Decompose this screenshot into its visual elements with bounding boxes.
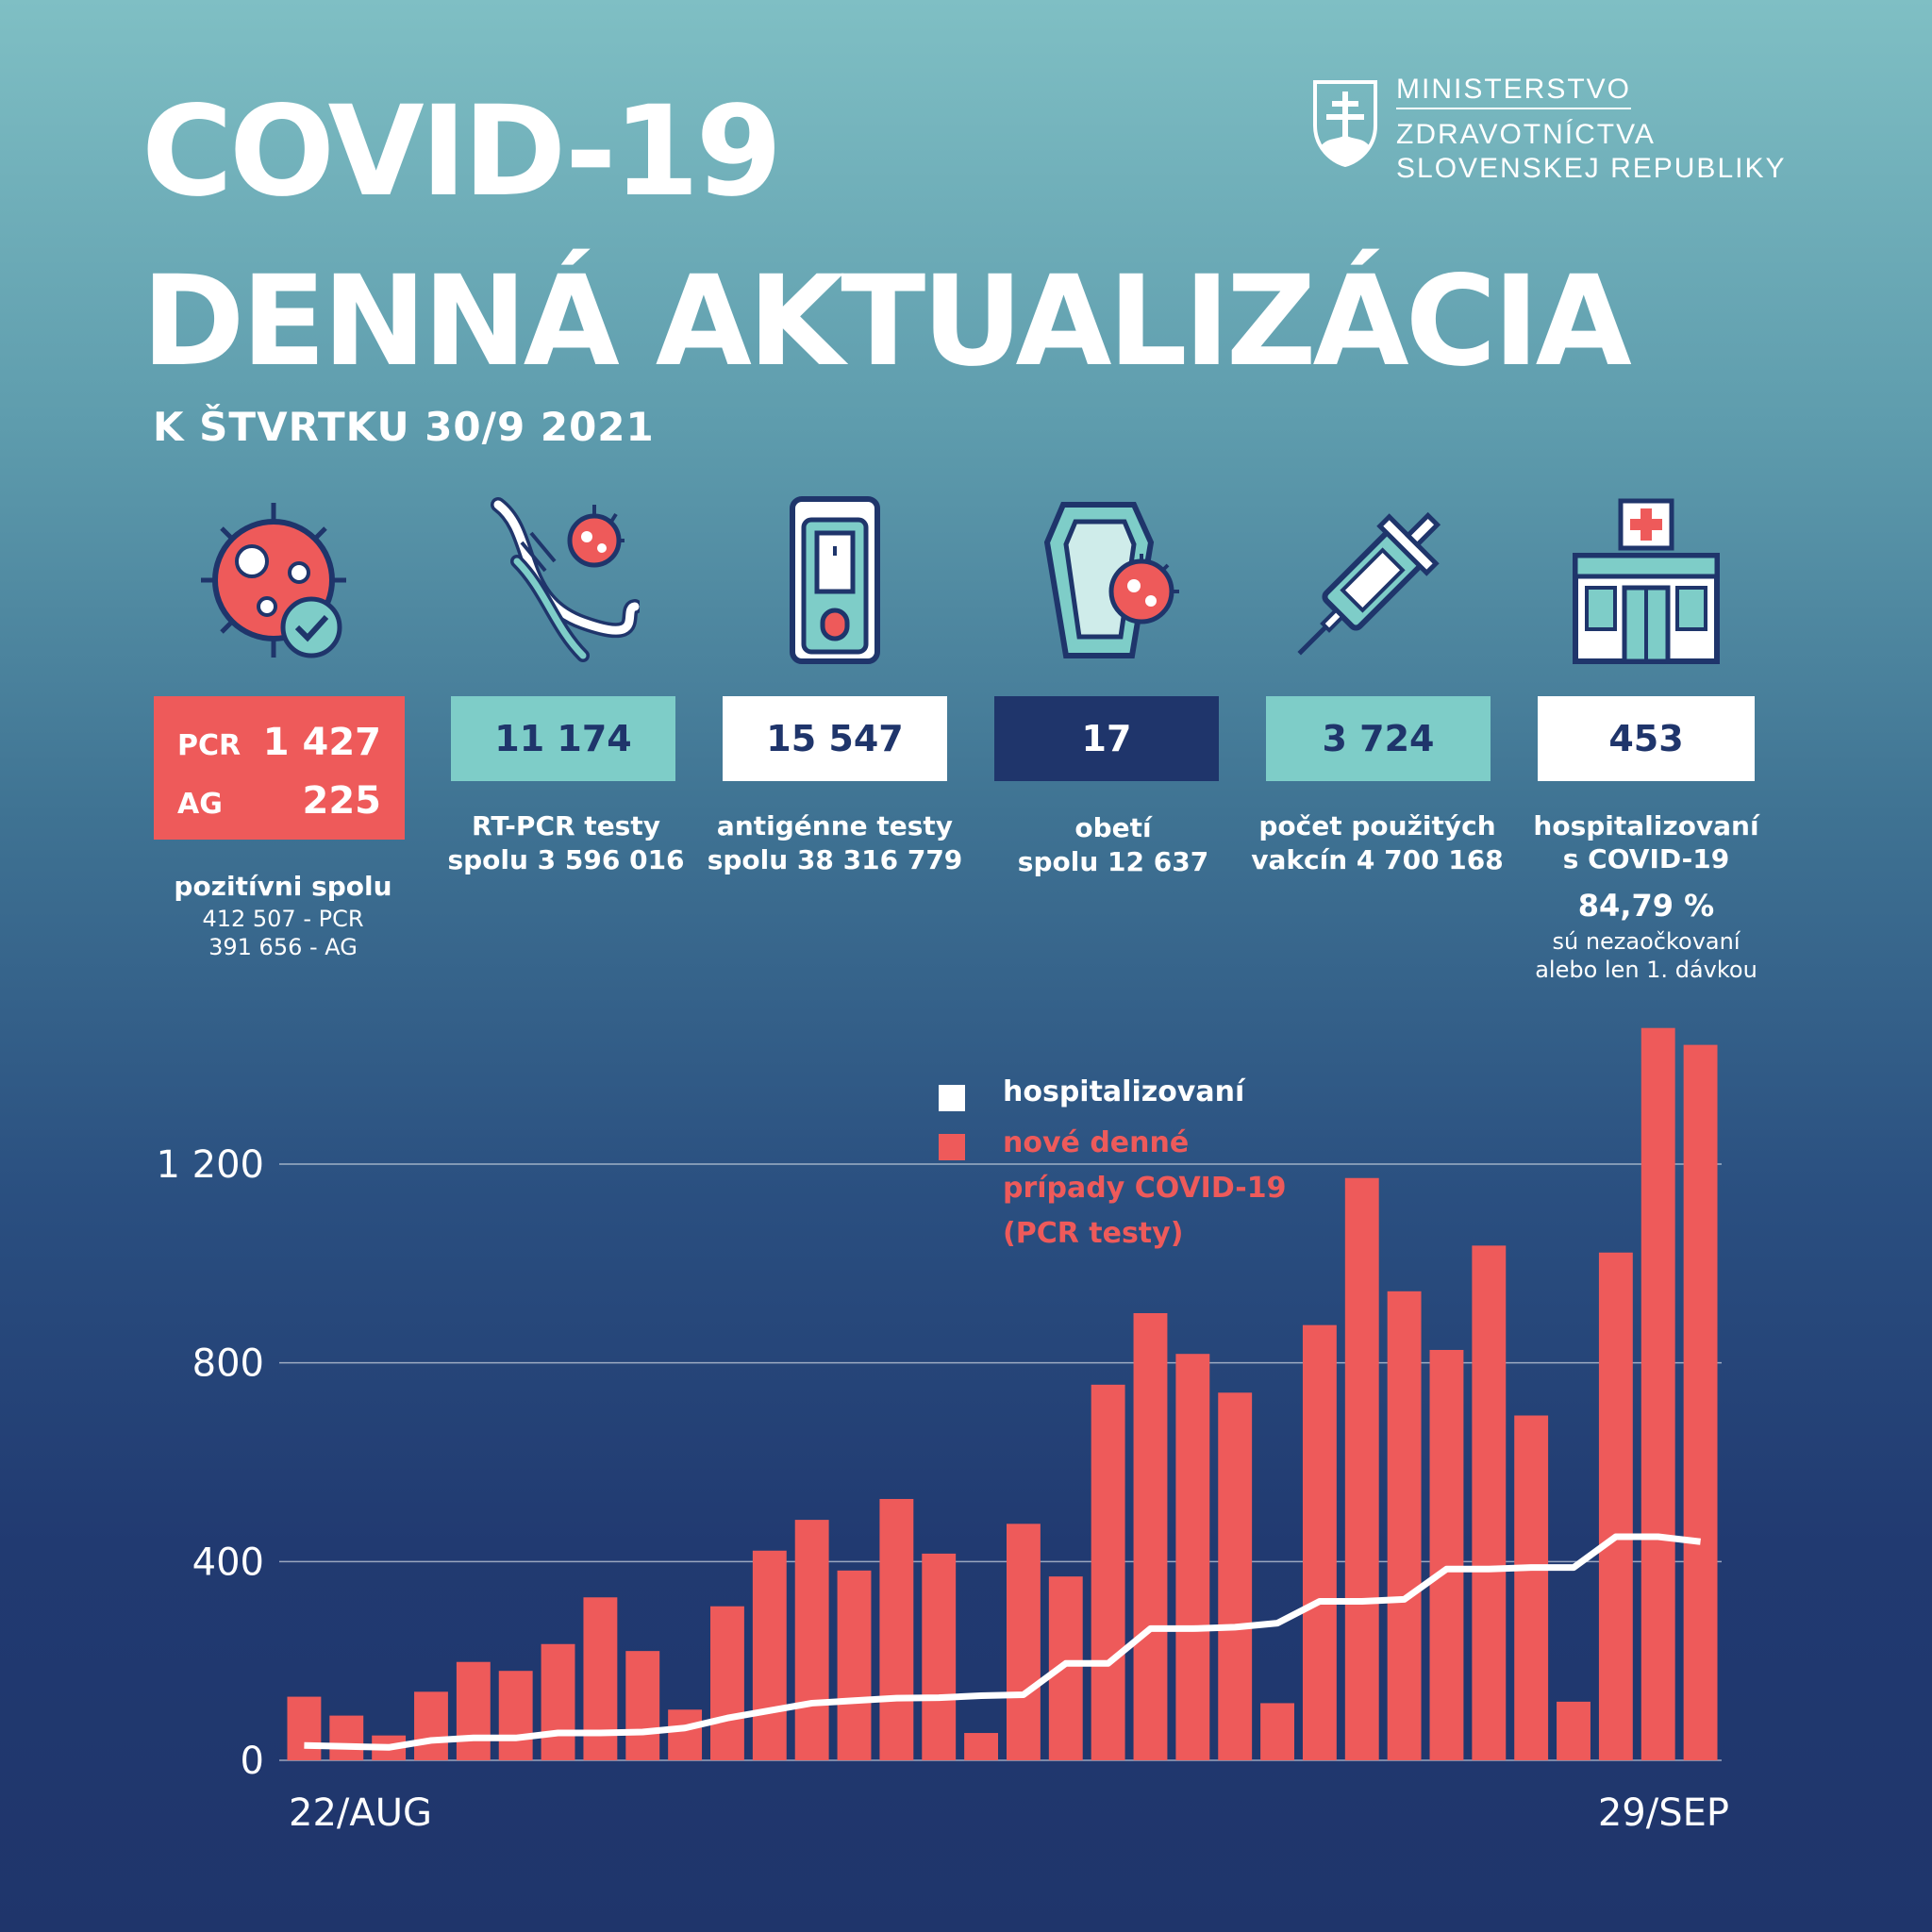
hospitalized-box: 453 xyxy=(1538,696,1755,781)
deaths-caption-1: obetí xyxy=(1074,812,1152,843)
pcr-value: 1 427 xyxy=(262,721,381,764)
ministry-line-3: SLOVENSKEJ REPUBLIKY xyxy=(1396,153,1787,184)
legend-label-cases-1: nové denné xyxy=(1003,1126,1190,1159)
case-bar xyxy=(752,1550,787,1760)
case-bar xyxy=(1387,1291,1422,1760)
case-bar xyxy=(1133,1313,1168,1760)
hospital-icon xyxy=(1573,498,1720,664)
hospitalized-caption-2: s COVID-19 xyxy=(1562,843,1730,874)
hospitalized-note-1: sú nezaočkovaní xyxy=(1552,928,1740,955)
antigen-caption-2: spolu 38 316 779 xyxy=(707,844,963,875)
coffin-icon xyxy=(1043,502,1179,658)
syringe-icon xyxy=(1297,511,1441,656)
case-bar xyxy=(710,1606,744,1760)
coat-of-arms-icon xyxy=(1313,80,1377,167)
title-line-2: DENNÁ AKTUALIZÁCIA xyxy=(142,249,1632,394)
legend-label-hospitalized: hospitalizovaní xyxy=(1003,1075,1245,1108)
y-tick-label: 0 xyxy=(241,1740,264,1783)
vaccines-box: 3 724 xyxy=(1266,696,1491,781)
legend-swatch-hospitalized xyxy=(939,1085,965,1111)
case-bar xyxy=(879,1498,914,1760)
hospitalized-line xyxy=(304,1533,1701,1751)
case-bar xyxy=(964,1733,999,1760)
case-bar xyxy=(1006,1524,1041,1760)
case-bar xyxy=(1598,1252,1633,1760)
legend-label-cases-3: (PCR testy) xyxy=(1003,1217,1184,1250)
hospitalized-note-2: alebo len 1. dávkou xyxy=(1535,957,1757,983)
vaccines-caption-1: počet použitých xyxy=(1258,810,1496,841)
ag-label: AG xyxy=(177,788,223,821)
rtpcr-tests-box: 11 174 xyxy=(451,696,675,781)
case-bar xyxy=(1641,1027,1675,1760)
case-bar xyxy=(1683,1044,1718,1760)
ministry-logo: MINISTERSTVO ZDRAVOTNÍCTVA SLOVENSKEJ RE… xyxy=(1311,74,1784,187)
case-bar xyxy=(287,1696,322,1760)
deaths-caption-2: spolu 12 637 xyxy=(1017,846,1209,877)
y-tick-label: 1 200 xyxy=(156,1143,264,1187)
dna-icon xyxy=(491,497,640,662)
case-bar xyxy=(668,1709,703,1760)
case-bar xyxy=(498,1671,533,1760)
case-bar xyxy=(1091,1384,1125,1760)
case-bar xyxy=(456,1661,491,1760)
hospitalized-percent-value: 84,79 % xyxy=(1577,888,1715,924)
rtpcr-caption-2: spolu 3 596 016 xyxy=(447,844,685,875)
case-bar xyxy=(329,1715,364,1760)
positive-caption-title: pozitívni spolu xyxy=(174,871,392,902)
antigen-tests-box: 15 547 xyxy=(723,696,947,781)
positive-caption-pcr: 412 507 - PCR xyxy=(202,906,364,932)
positive-cases-box: PCR 1 427 AG 225 xyxy=(154,696,405,840)
ministry-line-2: ZDRAVOTNÍCTVA xyxy=(1396,119,1656,150)
case-bar xyxy=(922,1553,957,1760)
ag-value: 225 xyxy=(302,779,382,823)
antigen-test-icon xyxy=(790,496,880,664)
legend-label-cases-2: prípady COVID-19 xyxy=(1003,1172,1287,1205)
case-bar xyxy=(1344,1177,1379,1760)
case-bar xyxy=(1472,1245,1507,1760)
case-bar xyxy=(414,1691,448,1760)
ministry-line-1: MINISTERSTVO xyxy=(1396,74,1632,109)
hospitalized-caption-1: hospitalizovaní xyxy=(1533,810,1759,841)
case-bar xyxy=(794,1520,829,1760)
case-bar xyxy=(1175,1354,1210,1760)
y-tick-label: 800 xyxy=(192,1342,264,1386)
x-end-label: 29/SEP xyxy=(1598,1791,1729,1835)
deaths-box: 17 xyxy=(994,696,1219,781)
date-subtitle: K ŠTVRTKU 30/9 2021 xyxy=(153,404,655,450)
case-bar xyxy=(1557,1701,1591,1760)
case-bar xyxy=(1514,1415,1549,1760)
case-bar xyxy=(1429,1349,1464,1760)
case-bar xyxy=(1260,1703,1294,1760)
case-bar xyxy=(837,1570,872,1760)
title-line-1: COVID-19 xyxy=(142,79,782,225)
case-bar xyxy=(1302,1324,1337,1760)
legend-swatch-cases xyxy=(939,1134,965,1160)
antigen-caption-1: antigénne testy xyxy=(716,810,954,841)
pcr-label: PCR xyxy=(177,729,242,762)
positive-caption-ag: 391 656 - AG xyxy=(208,934,358,960)
case-bar xyxy=(1218,1392,1253,1760)
hospitalized-percent: 84,79 % xyxy=(1509,889,1783,924)
vaccines-caption-2: vakcín 4 700 168 xyxy=(1251,844,1504,875)
virus-icon xyxy=(201,503,346,658)
x-start-label: 22/AUG xyxy=(289,1791,432,1835)
case-bar xyxy=(541,1643,575,1760)
y-tick-label: 400 xyxy=(192,1541,264,1584)
case-bar xyxy=(625,1651,660,1760)
rtpcr-caption-1: RT-PCR testy xyxy=(472,810,660,841)
